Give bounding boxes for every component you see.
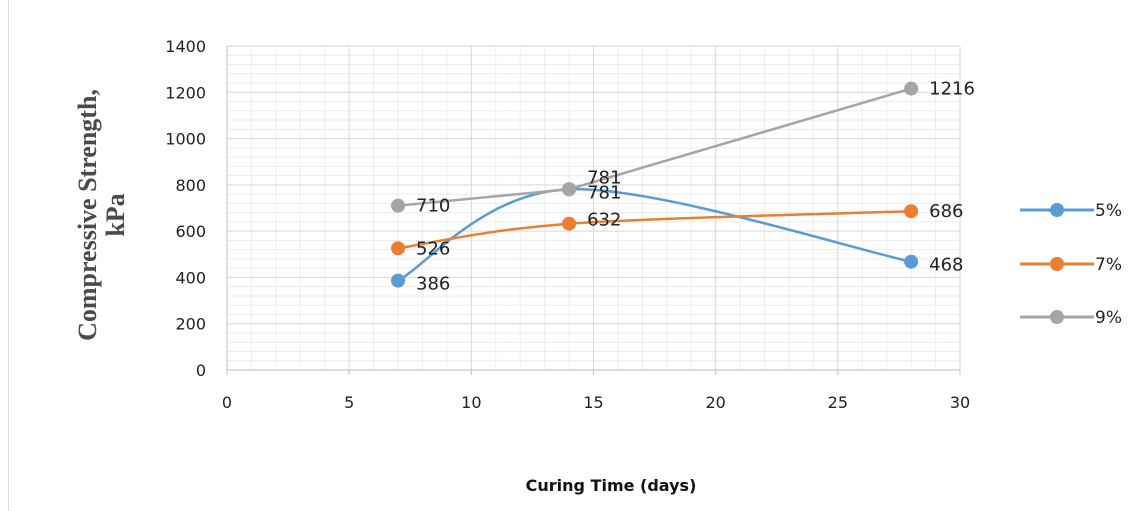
data-label: 1216 (929, 79, 975, 100)
y-tick-label: 0 (196, 361, 206, 380)
y-tick-label: 1200 (165, 83, 206, 102)
legend-label: 7% (1095, 255, 1122, 275)
y-tick-label: 800 (175, 176, 206, 195)
major-gridlines (227, 45, 961, 370)
y-tick-label: 400 (175, 268, 206, 287)
data-label: 632 (587, 210, 621, 231)
data-point (904, 81, 919, 96)
legend-marker (1050, 257, 1064, 271)
x-tick-label: 20 (705, 393, 725, 412)
data-point (904, 254, 919, 269)
y-axis-label-line2: kPa (101, 193, 130, 236)
data-label: 781 (587, 182, 621, 203)
series-points (391, 81, 919, 288)
data-label: 686 (929, 201, 963, 222)
data-label: 386 (416, 274, 450, 295)
frame-border-line (8, 0, 9, 511)
series-line-2 (397, 209, 912, 250)
x-tick-label: 0 (222, 393, 232, 412)
data-point (391, 241, 406, 256)
data-label: 710 (416, 196, 450, 217)
series-line-3 (397, 87, 912, 207)
y-axis-label-line1: Compressive Strength, (73, 89, 102, 341)
x-tick-label: 30 (950, 393, 970, 412)
data-point (562, 182, 577, 197)
data-labels: 386 781 468 526 632 686 710 781 1216 (416, 79, 975, 295)
data-label: 468 (929, 255, 963, 276)
data-point (391, 198, 406, 213)
legend: 5% 7% 9% (1020, 201, 1122, 328)
series-line-1 (397, 187, 912, 282)
x-tick-labels: 0 5 10 15 20 25 30 (222, 393, 970, 412)
data-label: 526 (416, 238, 450, 259)
legend-label: 9% (1095, 308, 1122, 328)
x-axis-label: Curing Time (days) (526, 476, 697, 495)
data-point (904, 204, 919, 219)
x-tick-label: 10 (461, 393, 481, 412)
y-tick-label: 200 (175, 315, 206, 334)
y-tick-label: 1400 (165, 37, 206, 56)
x-tick-label: 15 (583, 393, 603, 412)
legend-marker (1050, 310, 1064, 324)
x-tick-label: 5 (344, 393, 354, 412)
legend-label: 5% (1095, 201, 1122, 221)
y-tick-label: 1000 (165, 130, 206, 149)
legend-marker (1050, 203, 1064, 217)
y-tick-labels: 0 200 400 600 800 1000 1200 1400 (165, 37, 206, 380)
data-point (391, 273, 406, 288)
x-tick-label: 25 (828, 393, 848, 412)
data-point (562, 216, 577, 231)
y-tick-label: 600 (175, 222, 206, 241)
axes (226, 46, 961, 375)
data-label: 781 (587, 167, 621, 188)
